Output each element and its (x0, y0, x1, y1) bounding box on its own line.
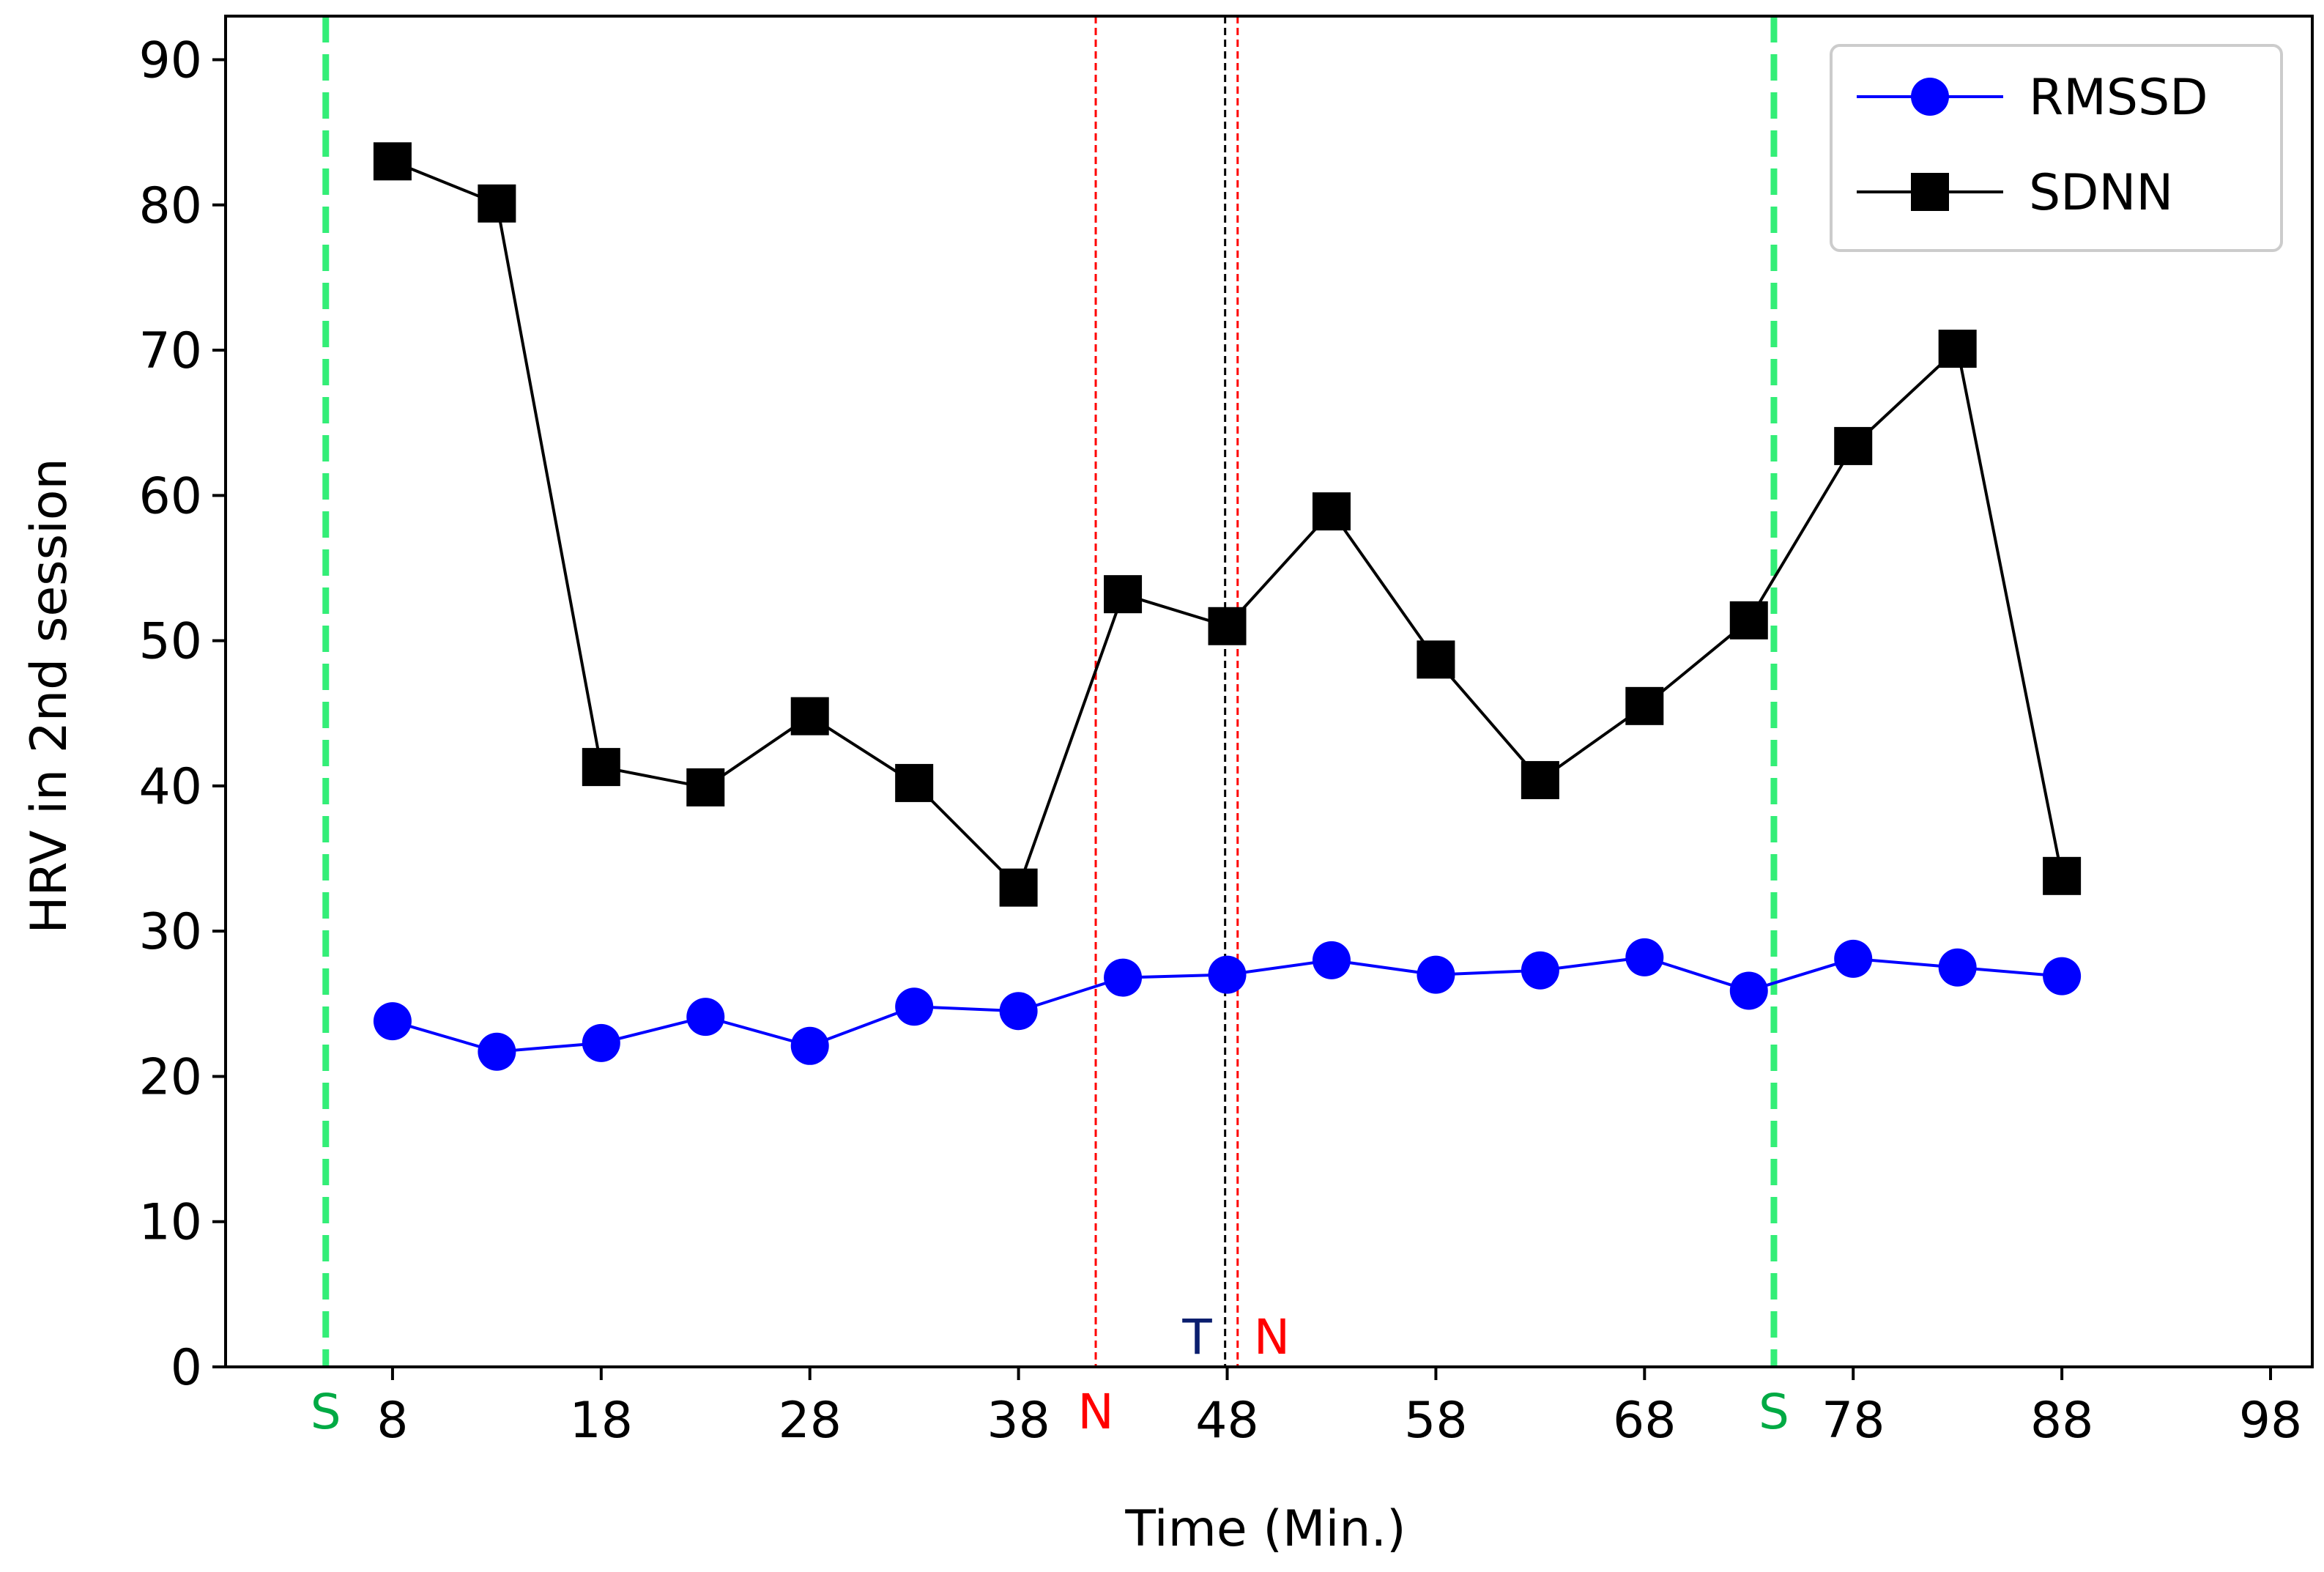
x-tick-label-58: 58 (1404, 1392, 1468, 1450)
data-point-rmssd-12 (1625, 938, 1664, 976)
event-label-t-4: T (1181, 1309, 1212, 1365)
data-point-rmssd-11 (1521, 951, 1559, 990)
y-axis-label: HRV in 2nd session (21, 458, 78, 933)
y-tick-label-50: 50 (138, 613, 202, 671)
legend-label-rmssd: RMSSD (2029, 69, 2208, 127)
plot-frame (224, 15, 2314, 1368)
data-point-sdnn-0 (373, 142, 412, 181)
legend-marker-sdnn (1911, 173, 1949, 211)
series-layer (373, 142, 2082, 1071)
legend: RMSSD SDNN (1830, 44, 2283, 252)
data-point-rmssd-7 (1104, 958, 1143, 997)
y-tick-label-60: 60 (138, 467, 202, 525)
x-tick-label-78: 78 (1822, 1392, 1885, 1450)
data-point-rmssd-10 (1417, 955, 1455, 994)
event-label-n-2: N (1077, 1384, 1113, 1440)
event-label-s-1: S (1759, 1384, 1789, 1440)
event-label-s-0: S (311, 1384, 341, 1440)
data-point-rmssd-16 (2043, 957, 2082, 996)
data-point-sdnn-14 (1834, 426, 1873, 465)
x-tick-label-98: 98 (2239, 1392, 2303, 1450)
data-point-sdnn-8 (1208, 607, 1247, 645)
data-point-sdnn-1 (478, 184, 516, 223)
legend-label-sdnn: SDNN (2029, 164, 2173, 222)
y-tick-label-30: 30 (138, 903, 202, 961)
data-point-rmssd-6 (999, 992, 1038, 1031)
data-point-rmssd-13 (1729, 971, 1768, 1010)
event-label-n-3: N (1254, 1309, 1290, 1365)
y-tick-label-40: 40 (138, 758, 202, 816)
x-tick-label-8: 8 (376, 1392, 408, 1450)
y-tick-label-10: 10 (138, 1194, 202, 1252)
x-axis-label: Time (Min.) (1124, 1500, 1406, 1558)
data-point-rmssd-8 (1208, 955, 1247, 994)
data-point-rmssd-4 (790, 1026, 829, 1065)
data-point-sdnn-2 (582, 748, 620, 787)
axes-layer: 8 18 28 38 48 58 68 78 88 98 0 10 20 30 40 50 60 70 80 90 (138, 15, 2314, 1450)
data-point-sdnn-11 (1521, 760, 1559, 799)
y-tick-label-0: 0 (171, 1339, 202, 1397)
data-point-sdnn-6 (999, 868, 1038, 907)
data-point-sdnn-10 (1417, 640, 1455, 679)
data-point-sdnn-4 (790, 697, 829, 735)
y-tick-label-70: 70 (138, 322, 202, 380)
data-point-sdnn-13 (1729, 601, 1768, 639)
data-point-rmssd-3 (686, 998, 725, 1037)
legend-marker-rmssd (1911, 78, 1949, 116)
series-line-sdnn (392, 160, 2064, 891)
data-point-sdnn-5 (895, 763, 934, 802)
x-tick-label-88: 88 (2030, 1392, 2094, 1450)
data-point-sdnn-3 (686, 768, 725, 807)
x-tick-label-48: 48 (1195, 1392, 1259, 1450)
data-point-sdnn-15 (1938, 330, 1977, 368)
data-point-rmssd-5 (895, 987, 934, 1026)
data-point-sdnn-16 (2043, 856, 2082, 895)
data-point-sdnn-12 (1625, 686, 1664, 725)
data-point-rmssd-15 (1938, 948, 1977, 987)
data-point-rmssd-1 (478, 1032, 516, 1071)
data-point-sdnn-9 (1312, 492, 1351, 531)
y-tick-label-80: 80 (138, 177, 202, 235)
data-point-rmssd-2 (582, 1023, 620, 1062)
x-tick-label-68: 68 (1613, 1392, 1677, 1450)
x-tick-label-18: 18 (570, 1392, 634, 1450)
data-point-sdnn-7 (1104, 575, 1143, 614)
y-tick-label-20: 20 (138, 1048, 202, 1106)
y-tick-label-90: 90 (138, 31, 202, 89)
x-tick-label-28: 28 (778, 1392, 842, 1450)
x-tick-label-38: 38 (987, 1392, 1050, 1450)
data-point-rmssd-0 (373, 1002, 412, 1041)
data-point-rmssd-14 (1834, 939, 1873, 978)
data-point-rmssd-9 (1312, 941, 1351, 979)
